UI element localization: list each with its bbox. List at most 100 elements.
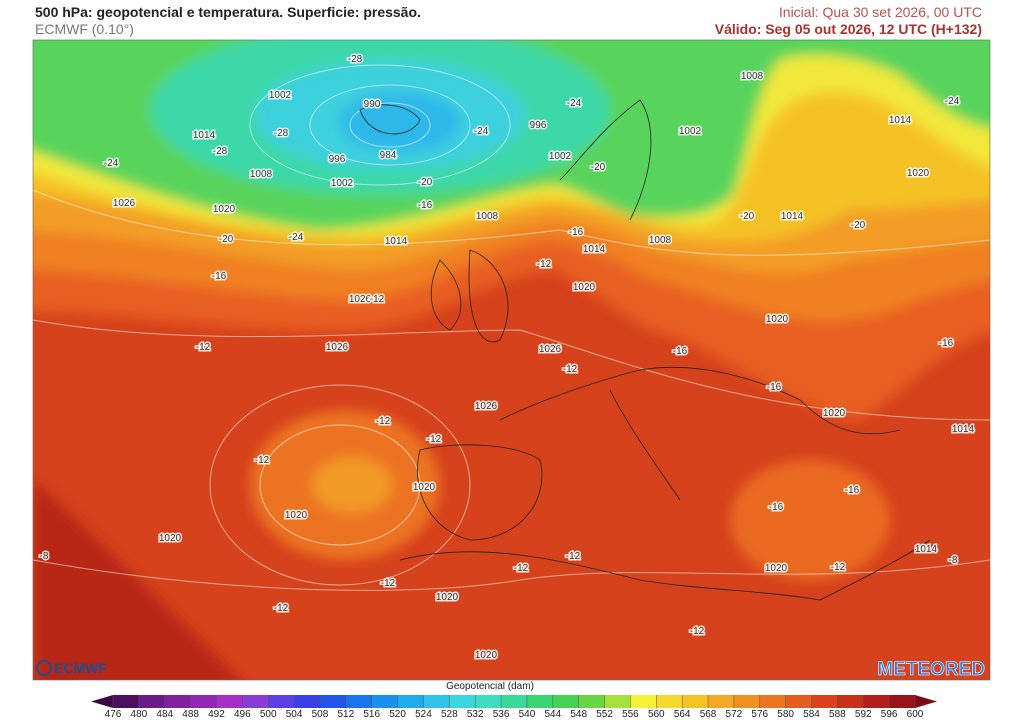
map-label: -12 [427,434,442,445]
coastline [609,389,681,501]
map-label: -12 [196,342,211,353]
title: 500 hPa: geopotencial e temperatura. Sup… [35,4,421,20]
coastline [559,99,652,221]
map-label: 996 [329,154,346,165]
colorbar-swatch [423,695,450,708]
map-label: 1008 [476,211,499,222]
map-label: -12 [376,416,391,427]
isobar [209,384,471,586]
map-label: -12 [514,563,529,574]
field-bands [33,40,990,680]
map-label: -12 [370,294,385,305]
colorbar-swatch [863,695,890,708]
map-label: -16 [673,346,688,357]
map-label: -16 [569,227,584,238]
colorbar-swatch [449,695,476,708]
colorbar-tick-label: 580 [777,709,794,720]
colorbar-tick-label: 592 [855,709,872,720]
map-label: 990 [364,99,381,110]
map-label: 1020 [213,204,236,215]
map-label: 984 [380,150,397,161]
colorbar-end [91,695,113,708]
map-label: -24 [474,126,489,137]
isobar [33,319,990,421]
colorbar-tick-label: 576 [751,709,768,720]
colorbar-tick-label: 532 [467,709,484,720]
map-label: -20 [418,177,433,188]
map-label: -12 [690,626,705,637]
coastline [499,367,901,435]
map-label: 1026 [539,344,562,355]
colorbar-tick-label: 492 [208,709,225,720]
map-label: -16 [767,382,782,393]
colorbar-end [915,695,937,708]
coastlines [359,99,931,601]
field-band [730,460,890,580]
colorbar-tick-label: 536 [493,709,510,720]
map-label: 1020 [475,650,498,661]
map-labels: 1008 -24 1002 -28 990 -24 1014 -28 996 1002 -24 101… [38,53,976,663]
colorbar-swatch [578,695,606,708]
logo-text: ECMWF [54,660,107,676]
colorbar-swatch [733,695,761,708]
colorbar-tick-label: 552 [596,709,613,720]
map-label: -20 [851,220,866,231]
map-label: -8 [949,555,958,566]
map-label: -12 [255,455,270,466]
colorbar-swatch [708,695,735,708]
map-label: 1014 [193,130,216,141]
colorbar-tick-label: 548 [570,709,587,720]
colorbar-swatch [397,695,424,708]
coastline [359,104,421,135]
colorbar-tick-label: 524 [415,709,432,720]
map-label: 1014 [781,211,804,222]
map-label: -12 [566,551,581,562]
colorbar-swatch [526,695,554,708]
map-label: 1020 [436,592,459,603]
map-label: -20 [591,162,606,173]
colorbar-swatch [216,695,243,708]
map-label: -24 [289,232,304,243]
colorbar-tick-label: 528 [441,709,458,720]
map-label: 1026 [349,294,372,305]
colorbar-swatch [190,695,217,708]
model: ECMWF (0.10°) [35,21,134,37]
colorbar-swatch [475,695,502,708]
map-label: 1008 [649,235,672,246]
map-label: 1020 [766,314,789,325]
isobar [259,424,421,546]
colorbar-swatch [759,695,787,708]
colorbar-tick-label: 484 [156,709,173,720]
colorbar-swatch [682,695,709,708]
isobar [33,189,990,256]
map-label: 1026 [326,342,349,353]
field-band [340,92,460,152]
isobar [249,64,511,186]
map-label: -28 [348,54,363,65]
map: 1008 -24 1002 -28 990 -24 1014 -28 996 1002 -24 101… [33,40,990,680]
colorbar-swatch [604,695,631,708]
map-label: -16 [212,271,227,282]
map-label: -8 [40,551,49,562]
colorbar-tick-label: 496 [234,709,251,720]
map-label: -16 [418,200,433,211]
colorbar-swatch [889,695,916,708]
coastline [417,444,543,541]
map-label: -16 [769,502,784,513]
logo-icon [36,660,52,676]
meteored-logo: METEORED [877,659,985,680]
map-label: -20 [219,234,234,245]
map-frame [32,39,991,681]
colorbar-swatch [785,695,813,708]
map-label: 1020 [285,510,308,521]
map-label: 1020 [573,282,596,293]
colorbar-tick-label: 564 [674,709,691,720]
isobar [349,102,431,148]
colorbar-swatch [242,695,269,708]
colorbar-tick-label: 516 [363,709,380,720]
colorbar-tick-label: 540 [519,709,536,720]
map-label: 1002 [549,151,572,162]
map-label: -16 [845,485,860,496]
ecmwf-logo: ECMWF [36,660,107,676]
